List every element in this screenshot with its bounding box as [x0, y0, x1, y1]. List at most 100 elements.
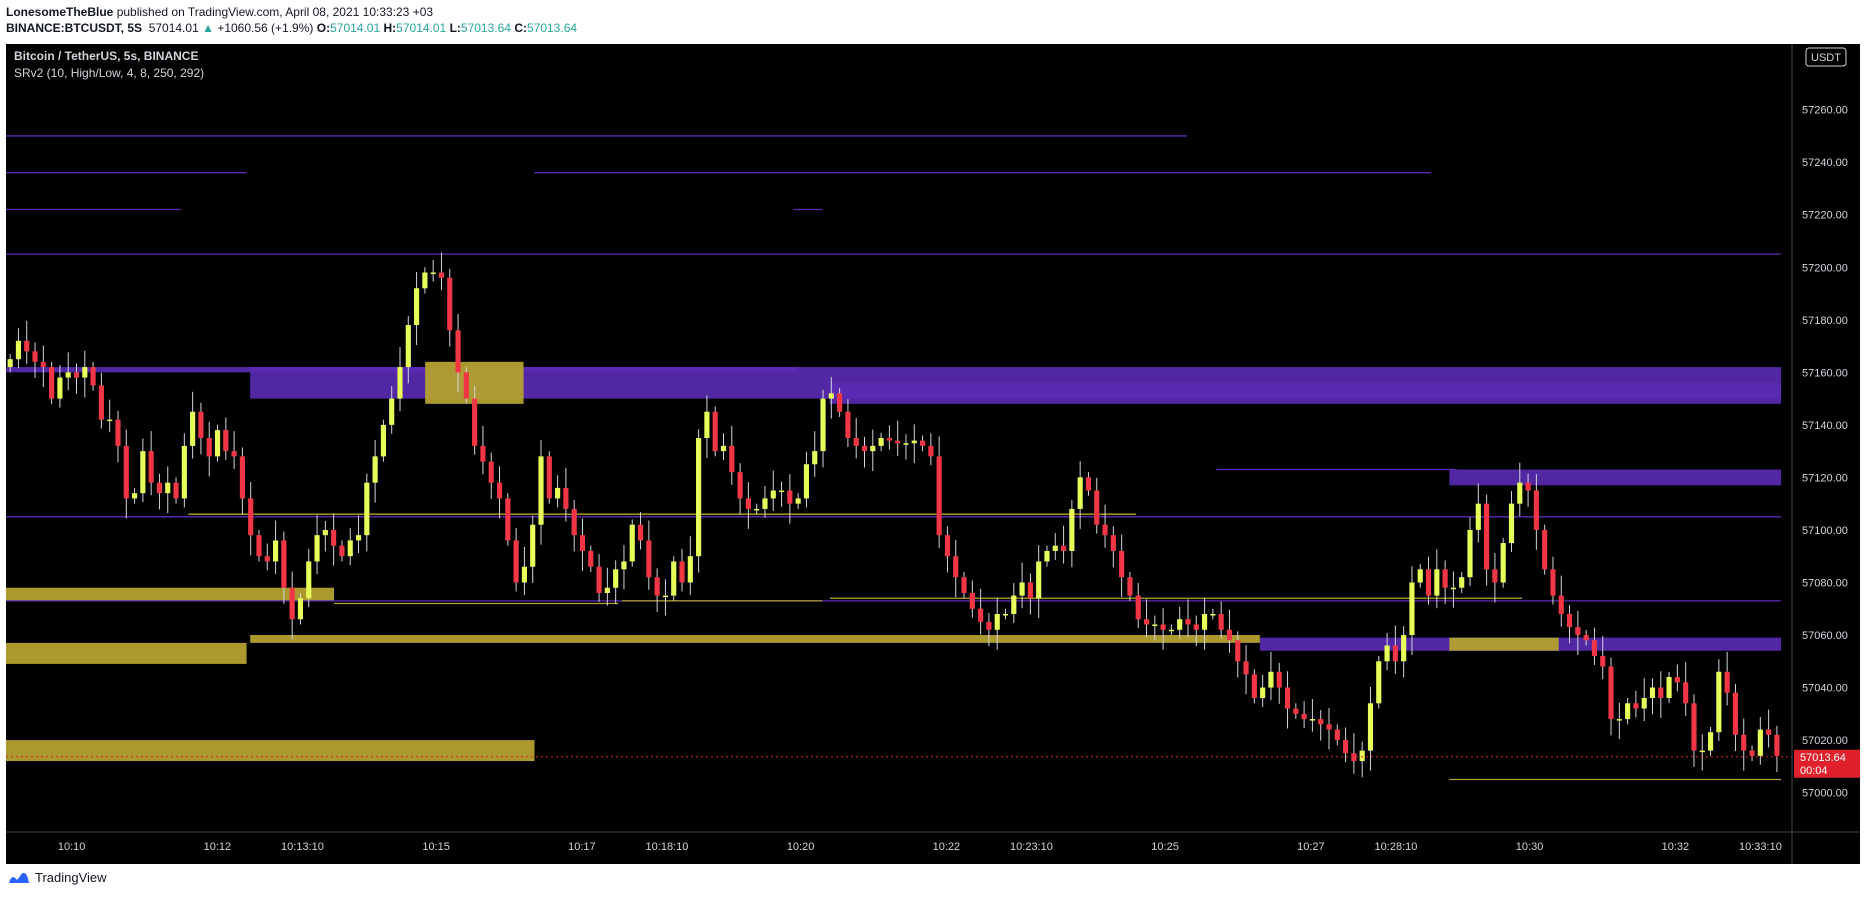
candle-body [181, 445, 187, 499]
time-tick-label: 10:18:10 [646, 841, 689, 853]
currency-button[interactable]: USDT [1805, 47, 1847, 67]
candle-body [24, 340, 30, 352]
candle-body [812, 451, 818, 465]
candle-body [1143, 619, 1150, 625]
candle-body [845, 411, 851, 438]
low-label: L: [449, 21, 461, 35]
candle-body [978, 608, 984, 622]
candle-body [472, 398, 478, 446]
candle-body [49, 367, 55, 399]
candle-body [1226, 629, 1233, 641]
price-tick-label: 57260.00 [1802, 105, 1848, 117]
candle-body [1616, 719, 1622, 721]
candle-body [1425, 569, 1432, 596]
last-value: 57014.01 [148, 21, 199, 35]
candle-body [1160, 624, 1166, 630]
time-tick-label: 10:33:10 [1739, 841, 1782, 853]
candle-body [613, 569, 619, 588]
candle-body [1127, 577, 1133, 596]
candle-body [1716, 671, 1722, 733]
candle-body [1525, 482, 1531, 491]
time-tick-label: 10:23:10 [1010, 841, 1053, 853]
time-axis[interactable]: 10:10 10:12 10:13:10 10:15 10:17 10:18:10 10:2… [58, 841, 1782, 853]
support-zone [250, 635, 1260, 643]
candle-body [687, 556, 693, 583]
symbol-title[interactable]: Bitcoin / TetherUS, 5s, BINANCE [14, 49, 198, 63]
time-tick-label: 10:17 [568, 841, 596, 853]
tradingview-brand: TradingView [35, 870, 107, 885]
price-tick-label: 57200.00 [1802, 262, 1848, 274]
candle-body [1343, 740, 1349, 754]
candle-body [895, 440, 901, 444]
candle-body [1152, 624, 1158, 626]
candle-body [1591, 640, 1598, 657]
candle-body [73, 372, 80, 378]
candles [7, 252, 1780, 778]
candle-body [919, 440, 926, 446]
price-tick-label: 57060.00 [1802, 630, 1848, 642]
candle-body [90, 367, 96, 386]
candle-body [430, 272, 436, 275]
candle-body [1260, 687, 1266, 699]
price-chart[interactable]: Bitcoin / TetherUS, 5s, BINANCE SRv2 (10… [6, 44, 1860, 864]
candle-body [1077, 477, 1083, 509]
candle-body [1135, 595, 1141, 620]
candle-body [1044, 550, 1050, 562]
candle-body [1334, 729, 1340, 741]
candle-body [704, 411, 710, 438]
candle-body [32, 351, 38, 362]
candle-body [463, 372, 469, 399]
candle-body [1309, 719, 1315, 721]
candle-body [223, 430, 229, 452]
candle-body [422, 272, 428, 289]
price-tick-label: 57100.00 [1802, 525, 1848, 537]
candle-body [1649, 687, 1656, 699]
candle-body [389, 398, 395, 425]
price-tick-label: 57180.00 [1802, 315, 1848, 327]
published-text: published on TradingView.com, April 08, … [116, 5, 434, 19]
candle-body [1724, 671, 1730, 693]
candle-body [7, 359, 13, 368]
candle-body [1409, 582, 1415, 635]
open-label: O: [316, 21, 331, 35]
candle-body [297, 598, 304, 620]
candle-body [1691, 703, 1697, 751]
candle-body [190, 411, 196, 446]
candle-body [447, 277, 453, 331]
candle-body [231, 451, 237, 457]
candle-body [828, 393, 834, 399]
candle-body [1168, 629, 1174, 632]
candle-body [123, 445, 129, 499]
candle-body [397, 367, 403, 399]
candle-body [496, 482, 503, 499]
price-tick-label: 57160.00 [1802, 367, 1848, 379]
candle-body [911, 440, 917, 444]
candle-body [1002, 613, 1009, 616]
time-tick-label: 10:25 [1151, 841, 1179, 853]
candle-body [579, 535, 586, 551]
candle-body [1392, 645, 1398, 662]
publish-info: LonesomeTheBlue published on TradingView… [6, 5, 433, 19]
candle-body [248, 498, 254, 536]
candle-body [355, 535, 362, 541]
candle-body [737, 472, 743, 499]
indicator-title[interactable]: SRv2 (10, High/Low, 4, 8, 250, 292) [14, 66, 204, 80]
tradingview-footer[interactable]: TradingView [8, 870, 107, 885]
candle-body [679, 561, 685, 583]
price-tick-label: 57120.00 [1802, 472, 1848, 484]
candle-body [1774, 734, 1780, 756]
author-name[interactable]: LonesomeTheBlue [6, 5, 114, 19]
candle-body [1110, 535, 1116, 551]
time-tick-label: 10:15 [422, 841, 450, 853]
candle-body [1036, 561, 1042, 599]
candle-body [1061, 545, 1067, 551]
price-axis[interactable]: 57000.00 57020.00 57040.00 57060.00 57080.00… [1802, 105, 1848, 800]
candle-body [886, 438, 892, 441]
time-tick-label: 10:12 [204, 841, 232, 853]
candle-body [1608, 666, 1614, 720]
time-tick-label: 10:13:10 [281, 841, 324, 853]
candle-body [65, 372, 71, 378]
candle-body [1202, 613, 1208, 630]
candle-body [107, 419, 113, 422]
candle-body [1732, 692, 1739, 735]
